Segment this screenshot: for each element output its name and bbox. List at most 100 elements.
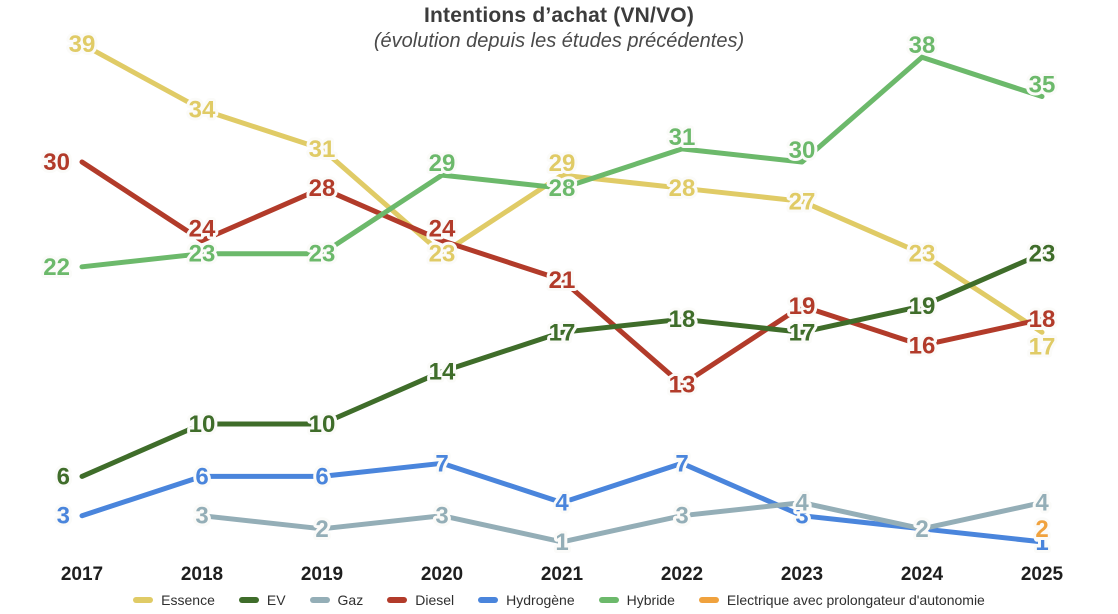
series-line (79, 251, 1045, 479)
data-label: 17 (789, 319, 816, 346)
x-axis-label: 2017 (61, 564, 103, 585)
legend-label: Hydrogène (506, 592, 575, 608)
x-axis-label: 2024 (901, 564, 944, 585)
x-axis-label: 2020 (421, 564, 463, 585)
data-label: 28 (309, 175, 336, 202)
legend-swatch (387, 597, 408, 603)
data-label: 23 (909, 241, 936, 268)
data-label: 3 (435, 503, 448, 530)
data-label: 39 (69, 31, 96, 58)
x-axis-label: 2018 (181, 564, 223, 585)
series-Hydrogène (79, 460, 1045, 545)
data-label: 35 (1029, 72, 1056, 99)
x-axis-label: 2022 (661, 564, 703, 585)
legend-item-Essence: Essence (133, 592, 215, 608)
data-label: 7 (435, 450, 448, 477)
data-label: 27 (789, 188, 816, 215)
series-line (199, 500, 1045, 545)
legend-item-Diesel: Diesel (387, 592, 454, 608)
data-label: 24 (189, 216, 216, 243)
series-line (79, 159, 1045, 388)
legend-label: Hybride (626, 592, 675, 608)
data-label: 4 (795, 490, 809, 517)
data-label: 6 (57, 463, 70, 490)
legend-swatch (238, 597, 259, 603)
data-label: 17 (1029, 333, 1056, 360)
data-label: 3 (675, 503, 688, 530)
series-Essence (79, 41, 1045, 335)
legend-label: Electrique avec prolongateur d'autonomie (726, 592, 985, 608)
series-line (79, 54, 1045, 270)
data-label: 22 (43, 254, 70, 281)
data-label: 1 (555, 529, 568, 556)
data-label: 23 (189, 241, 216, 268)
data-label: 18 (669, 306, 696, 333)
legend-item-Hydrogène: Hydrogène (478, 592, 575, 608)
chart-legend: Essence EV Gaz Diesel Hydrogène Hybride Electr… (0, 592, 1118, 608)
legend-swatch (133, 597, 154, 603)
series-line (79, 41, 1045, 335)
data-label: 2 (1035, 516, 1048, 543)
data-label: 21 (549, 267, 576, 294)
x-axis-label: 2023 (781, 564, 823, 585)
data-label: 10 (189, 411, 216, 438)
data-label: 3 (795, 503, 808, 530)
data-label: 16 (909, 332, 936, 359)
data-label: 10 (309, 411, 336, 438)
legend-label: Diesel (415, 592, 455, 608)
legend-swatch (478, 597, 499, 603)
legend-label: Essence (161, 592, 215, 608)
series-EV (79, 251, 1045, 479)
legend-swatch (309, 597, 330, 603)
x-axis-label: 2025 (1021, 564, 1064, 585)
data-label: 17 (549, 319, 576, 346)
data-label: 6 (315, 463, 328, 490)
data-label: 23 (429, 241, 456, 268)
data-label: 4 (555, 490, 569, 517)
data-label: 34 (189, 97, 216, 124)
data-label: 2 (915, 516, 928, 543)
legend-swatch (698, 597, 719, 603)
legend-label: EV (266, 592, 286, 608)
legend-item-EV: EV (238, 592, 286, 608)
series-line (79, 460, 1045, 545)
series-Diesel (79, 159, 1045, 388)
data-label: 18 (1029, 306, 1056, 333)
legend-item-Hybride: Hybride (598, 592, 675, 608)
data-label: 3 (57, 503, 70, 530)
data-label: 6 (195, 463, 208, 490)
data-label: 28 (549, 175, 576, 202)
data-label: 1 (1035, 529, 1048, 556)
chart-subtitle: (évolution depuis les études précédentes… (373, 30, 745, 52)
data-label: 29 (549, 150, 576, 177)
data-label: 4 (1035, 490, 1049, 517)
data-label: 14 (429, 359, 456, 386)
legend-label: Gaz (337, 592, 364, 608)
x-axis-label: 2019 (301, 564, 343, 585)
data-label: 19 (909, 293, 936, 320)
data-label: 38 (909, 32, 936, 59)
data-label: 7 (675, 450, 688, 477)
legend-item-Gaz: Gaz (309, 592, 364, 608)
data-label: 31 (669, 124, 696, 151)
data-label: 31 (309, 136, 336, 163)
data-label: 28 (669, 175, 696, 202)
series-Hybride (79, 54, 1045, 270)
data-label: 23 (309, 241, 336, 268)
x-axis-label: 2021 (541, 564, 584, 585)
series-Gaz (199, 500, 1045, 545)
data-label: 24 (429, 216, 456, 243)
data-label: 23 (1029, 241, 1056, 268)
data-label: 13 (669, 372, 696, 399)
data-label: 3 (195, 503, 208, 530)
legend-swatch (598, 597, 619, 603)
data-label: 2 (315, 516, 328, 543)
chart-title: Intentions d’achat (VN/VO) (423, 4, 695, 27)
legend-item-Electrique avec prolongateur d'autonomie: Electrique avec prolongateur d'autonomie (698, 592, 985, 608)
data-label: 19 (789, 293, 816, 320)
data-label: 30 (789, 137, 816, 164)
data-label: 29 (429, 150, 456, 177)
data-label: 30 (43, 149, 70, 176)
